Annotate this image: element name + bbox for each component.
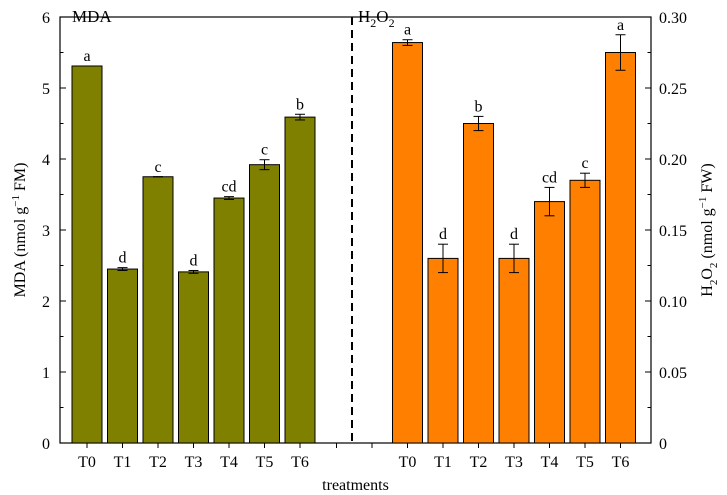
right-y-tick-label: 0 <box>659 436 667 453</box>
mda-bar-T3 <box>178 271 209 444</box>
right-y-axis-title-h: H <box>699 285 716 297</box>
h2o2-bar-T3 <box>498 257 530 444</box>
h2o2-x-tick-label: T0 <box>399 454 417 471</box>
right-y-axis-title-sub2: 2 <box>708 263 720 269</box>
left-y-tick-label: 3 <box>42 223 50 240</box>
mda-bar-T5 <box>249 164 280 444</box>
mda-bar-T6 <box>284 116 316 444</box>
mda-significance-letter: c <box>261 142 268 159</box>
h2o2-bar-T1 <box>427 257 459 444</box>
left-y-axis-title-tail: FM) <box>12 163 29 195</box>
h2o2-bar-T6 <box>605 52 636 444</box>
left-y-tick-label: 6 <box>42 10 50 27</box>
mda-significance-letter: a <box>83 48 90 65</box>
h2o2-panel-label-h: H <box>358 7 370 26</box>
h2o2-significance-letter: a <box>404 22 411 39</box>
h2o2-significance-letter: cd <box>542 169 557 186</box>
mda-x-tick-label: T4 <box>220 454 238 471</box>
h2o2-significance-letter: a <box>617 17 624 34</box>
right-y-axis-title-tail2: FW) <box>699 163 716 196</box>
right-y-tick-label: 0.30 <box>659 10 687 27</box>
h2o2-x-tick-label: T6 <box>612 454 630 471</box>
h2o2-bar-T4 <box>534 201 565 444</box>
right-y-axis-title: H2O2 (nmol g−1 FW) <box>697 163 720 296</box>
h2o2-panel-label-o: O <box>376 7 388 26</box>
left-y-tick-label: 4 <box>42 152 50 169</box>
left-y-tick-label: 1 <box>42 365 50 382</box>
h2o2-bar-T5 <box>569 179 601 444</box>
right-y-tick-label: 0.25 <box>659 81 687 98</box>
h2o2-x-tick-label: T3 <box>505 454 523 471</box>
mda-significance-letter: d <box>119 250 127 267</box>
h2o2-x-tick-label: T2 <box>470 454 488 471</box>
h2o2-panel-label-sub: 2 <box>370 16 376 30</box>
h2o2-x-tick-label: T4 <box>541 454 559 471</box>
h2o2-significance-letter: d <box>439 226 447 243</box>
right-y-axis-title-o: O <box>699 268 716 280</box>
mda-x-tick-label: T0 <box>78 454 96 471</box>
mda-significance-letter: cd <box>221 179 236 196</box>
mda-x-tick-label: T6 <box>291 454 309 471</box>
h2o2-x-tick-label: T5 <box>576 454 594 471</box>
left-y-tick-label: 5 <box>42 81 50 98</box>
h2o2-bar-T0 <box>392 42 423 444</box>
h2o2-bar-T2 <box>463 123 494 444</box>
left-y-axis-title-main: MDA (nmol g <box>12 207 29 298</box>
h2o2-significance-letter: d <box>510 226 518 243</box>
mda-significance-letter: c <box>154 159 161 176</box>
h2o2-panel-label: H2O2 <box>358 7 395 30</box>
plot-area: 0 1 2 3 4 5 6 0 0.05 0.10 0.15 0.20 0.25 0.30 a T0 d T1 c T… <box>10 7 720 494</box>
mda-x-tick-label: T2 <box>149 454 167 471</box>
h2o2-x-tick-label: T1 <box>434 454 452 471</box>
mda-panel-label: MDA <box>72 7 112 26</box>
mda-x-tick-label: T5 <box>256 454 274 471</box>
left-y-axis-title: MDA (nmol g−1 FM) <box>10 163 29 298</box>
x-axis-title: treatments <box>322 477 389 494</box>
mda-x-tick-label: T3 <box>185 454 203 471</box>
h2o2-significance-letter: b <box>475 98 483 115</box>
mda-significance-letter: d <box>190 252 198 269</box>
left-y-tick-label: 0 <box>42 436 50 453</box>
mda-x-tick-label: T1 <box>114 454 132 471</box>
mda-bar-T2 <box>142 176 174 444</box>
left-y-axis-title-sup: −1 <box>10 195 22 207</box>
mda-bar-T0 <box>71 65 103 444</box>
right-y-tick-label: 0.10 <box>659 294 687 311</box>
mda-bar-T4 <box>213 197 245 444</box>
mda-bar-T1 <box>107 268 138 444</box>
mda-significance-letter: b <box>296 96 304 113</box>
h2o2-significance-letter: c <box>581 155 588 172</box>
right-y-tick-label: 0.15 <box>659 223 687 240</box>
right-y-tick-label: 0.20 <box>659 152 687 169</box>
h2o2-panel-label-sub2: 2 <box>389 16 395 30</box>
right-y-tick-label: 0.05 <box>659 365 687 382</box>
right-y-axis-title-sup: −1 <box>697 197 709 209</box>
right-y-axis-title-sub: 2 <box>708 280 720 286</box>
right-y-axis-title-tail: (nmol g <box>699 208 716 262</box>
left-y-tick-label: 2 <box>42 294 50 311</box>
